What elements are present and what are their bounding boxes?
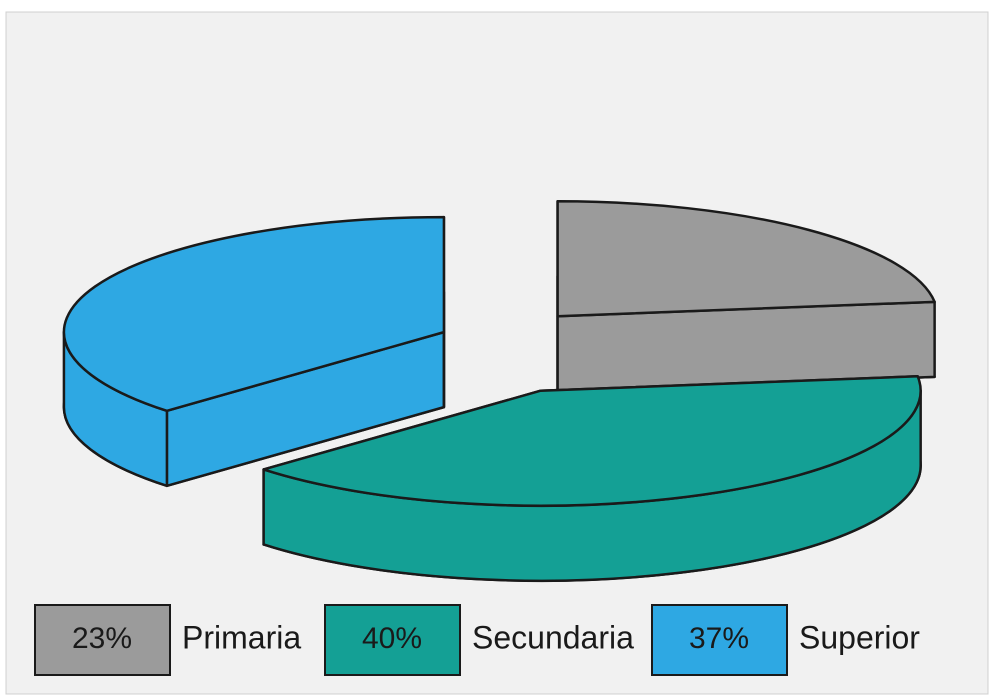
slice-top [262, 375, 922, 507]
legend-value: 40% [362, 622, 422, 655]
legend-label: Secundaria [472, 619, 634, 655]
legend-value: 37% [689, 622, 749, 655]
legend-swatch [34, 604, 171, 676]
legend-swatch [651, 604, 788, 676]
slice-top [556, 199, 936, 318]
legend-swatch [324, 604, 461, 676]
legend-label: Superior [799, 619, 920, 655]
legend-value: 23% [72, 622, 132, 655]
slice-top [62, 215, 446, 413]
legend-label: Primaria [182, 619, 301, 655]
